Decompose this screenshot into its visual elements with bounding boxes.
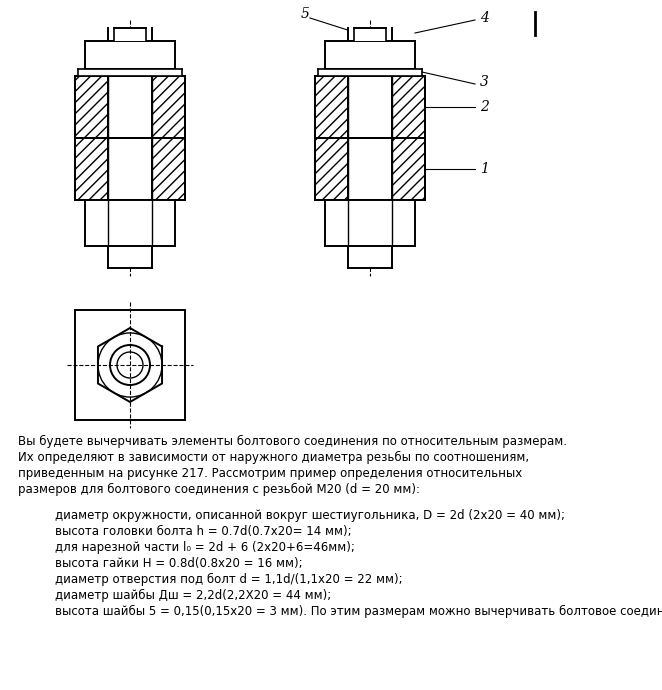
Text: приведенным на рисунке 217. Рассмотрим пример определения относительных: приведенным на рисунке 217. Рассмотрим п… (18, 467, 522, 480)
Bar (152, 138, 185, 200)
Bar (85, 200, 175, 246)
Text: высота гайки H = 0.8d(0.8x20 = 16 мм);: высота гайки H = 0.8d(0.8x20 = 16 мм); (55, 557, 303, 570)
Text: высота шайбы 5 = 0,15(0,15x20 = 3 мм). По этим размерам можно вычерчивать болтов: высота шайбы 5 = 0,15(0,15x20 = 3 мм). П… (55, 605, 662, 618)
Bar (325, 41, 415, 69)
Bar (354, 28, 386, 41)
Bar (315, 76, 348, 138)
Bar (152, 76, 185, 138)
Text: диаметр окружности, описанной вокруг шестиугольника, D = 2d (2x20 = 40 мм);: диаметр окружности, описанной вокруг шес… (55, 509, 565, 522)
Bar (75, 76, 108, 138)
Bar (325, 200, 415, 246)
Bar (392, 138, 425, 200)
Bar (392, 76, 425, 138)
Text: диаметр отверстия под болт d = 1,1d/(1,1x20 = 22 мм);: диаметр отверстия под болт d = 1,1d/(1,1… (55, 573, 402, 586)
Bar (315, 138, 348, 200)
Bar (318, 69, 422, 76)
Text: 5: 5 (301, 7, 309, 21)
Bar (152, 138, 185, 200)
Bar (315, 76, 348, 138)
Text: 2: 2 (480, 100, 489, 114)
Text: для нарезной части l₀ = 2d + 6 (2x20+6=46мм);: для нарезной части l₀ = 2d + 6 (2x20+6=4… (55, 541, 355, 554)
Bar (85, 41, 175, 69)
Bar (75, 76, 108, 138)
Text: 3: 3 (480, 75, 489, 89)
Text: 1: 1 (480, 162, 489, 176)
Text: 4: 4 (480, 11, 489, 25)
Text: диаметр шайбы Дш = 2,2d(2,2X20 = 44 мм);: диаметр шайбы Дш = 2,2d(2,2X20 = 44 мм); (55, 589, 331, 602)
Bar (75, 138, 108, 200)
Bar (392, 76, 425, 138)
Text: размеров для болтового соединения с резьбой М20 (d = 20 мм):: размеров для болтового соединения с резь… (18, 483, 420, 496)
Bar (75, 310, 185, 420)
Bar (75, 138, 108, 200)
Bar (78, 69, 182, 76)
Text: высота головки болта h = 0.7d(0.7x20= 14 мм);: высота головки болта h = 0.7d(0.7x20= 14… (55, 525, 352, 538)
Bar (152, 76, 185, 138)
Text: Их определяют в зависимости от наружного диаметра резьбы по соотношениям,: Их определяют в зависимости от наружного… (18, 451, 529, 464)
Bar (108, 28, 152, 268)
Bar (392, 138, 425, 200)
Bar (114, 28, 146, 41)
Bar (348, 28, 392, 268)
Text: Вы будете вычерчивать элементы болтового соединения по относительным размерам.: Вы будете вычерчивать элементы болтового… (18, 435, 567, 448)
Bar (315, 138, 348, 200)
